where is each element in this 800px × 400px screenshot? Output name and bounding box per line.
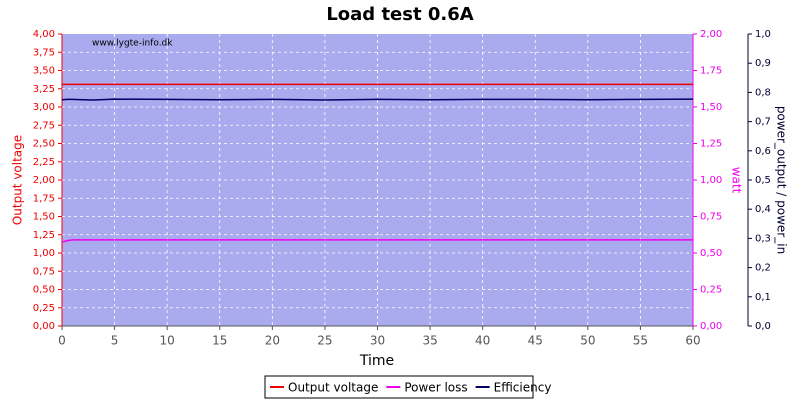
watermark: www.lygte-info.dk: [92, 39, 173, 49]
legend-label: Output voltage: [288, 381, 378, 395]
y-tick-label: 0,0: [755, 321, 771, 332]
y-tick-label: 3,50: [33, 66, 55, 77]
x-tick-label: 15: [212, 334, 227, 348]
y-tick-label: 2,00: [33, 175, 55, 186]
y-tick-label: 2,00: [700, 29, 722, 40]
y-axis-label: Output voltage: [11, 135, 25, 225]
x-tick-label: 55: [633, 334, 648, 348]
y-tick-label: 1,25: [700, 139, 722, 150]
y-tick-label: 1,25: [33, 230, 55, 241]
y-tick-label: 0,3: [755, 233, 771, 244]
series-line: [61, 98, 694, 101]
y-tick-label: 3,00: [33, 102, 55, 113]
y-tick-label: 1,75: [33, 193, 55, 204]
y-tick-label: 0,1: [755, 292, 771, 303]
y-tick-label: 2,25: [33, 157, 55, 168]
y-tick-label: 0,00: [700, 321, 722, 332]
x-tick-label: 40: [475, 334, 490, 348]
y-tick-label: 0,50: [700, 248, 722, 259]
y-tick-label: 0,00: [33, 321, 55, 332]
y-tick-label: 4,00: [33, 29, 55, 40]
y-tick-label: 0,9: [755, 58, 771, 69]
y-tick-label: 0,7: [755, 117, 771, 128]
y3-axis-label: power_output / power_in: [775, 106, 789, 254]
legend-label: Power loss: [404, 381, 467, 395]
y-tick-label: 0,4: [755, 204, 771, 215]
y-tick-label: 0,8: [755, 87, 771, 98]
y-tick-label: 0,6: [755, 146, 771, 157]
x-axis-label: Time: [359, 353, 394, 369]
y-tick-label: 1,00: [33, 248, 55, 259]
y-tick-label: 3,75: [33, 47, 55, 58]
y-tick-label: 0,75: [700, 212, 722, 223]
x-tick-label: 5: [111, 334, 119, 348]
y-tick-label: 1,00: [700, 175, 722, 186]
y-tick-label: 0,2: [755, 263, 771, 274]
legend-label: Efficiency: [494, 381, 552, 395]
series-line: [61, 239, 693, 243]
y-tick-label: 0,25: [33, 303, 55, 314]
x-tick-label: 0: [58, 334, 66, 348]
x-tick-label: 35: [422, 334, 437, 348]
y2-axis-label: watt: [730, 167, 744, 194]
y-tick-label: 0,75: [33, 266, 55, 277]
y-tick-label: 0,5: [755, 175, 771, 186]
y-tick-label: 1,75: [700, 66, 722, 77]
y-tick-label: 1,0: [755, 29, 771, 40]
x-tick-label: 60: [685, 334, 700, 348]
chart-title: Load test 0.6A: [326, 4, 473, 25]
y-tick-label: 2,75: [33, 120, 55, 131]
x-tick-label: 10: [160, 334, 175, 348]
y-tick-label: 1,50: [700, 102, 722, 113]
y-tick-label: 0,50: [33, 285, 55, 296]
y-tick-label: 3,25: [33, 84, 55, 95]
x-tick-label: 30: [370, 334, 385, 348]
x-tick-label: 50: [580, 334, 595, 348]
y-tick-label: 2,50: [33, 139, 55, 150]
x-tick-label: 20: [265, 334, 280, 348]
x-tick-label: 45: [528, 334, 543, 348]
y-tick-label: 1,50: [33, 212, 55, 223]
y-tick-label: 0,25: [700, 285, 722, 296]
x-tick-label: 25: [317, 334, 332, 348]
